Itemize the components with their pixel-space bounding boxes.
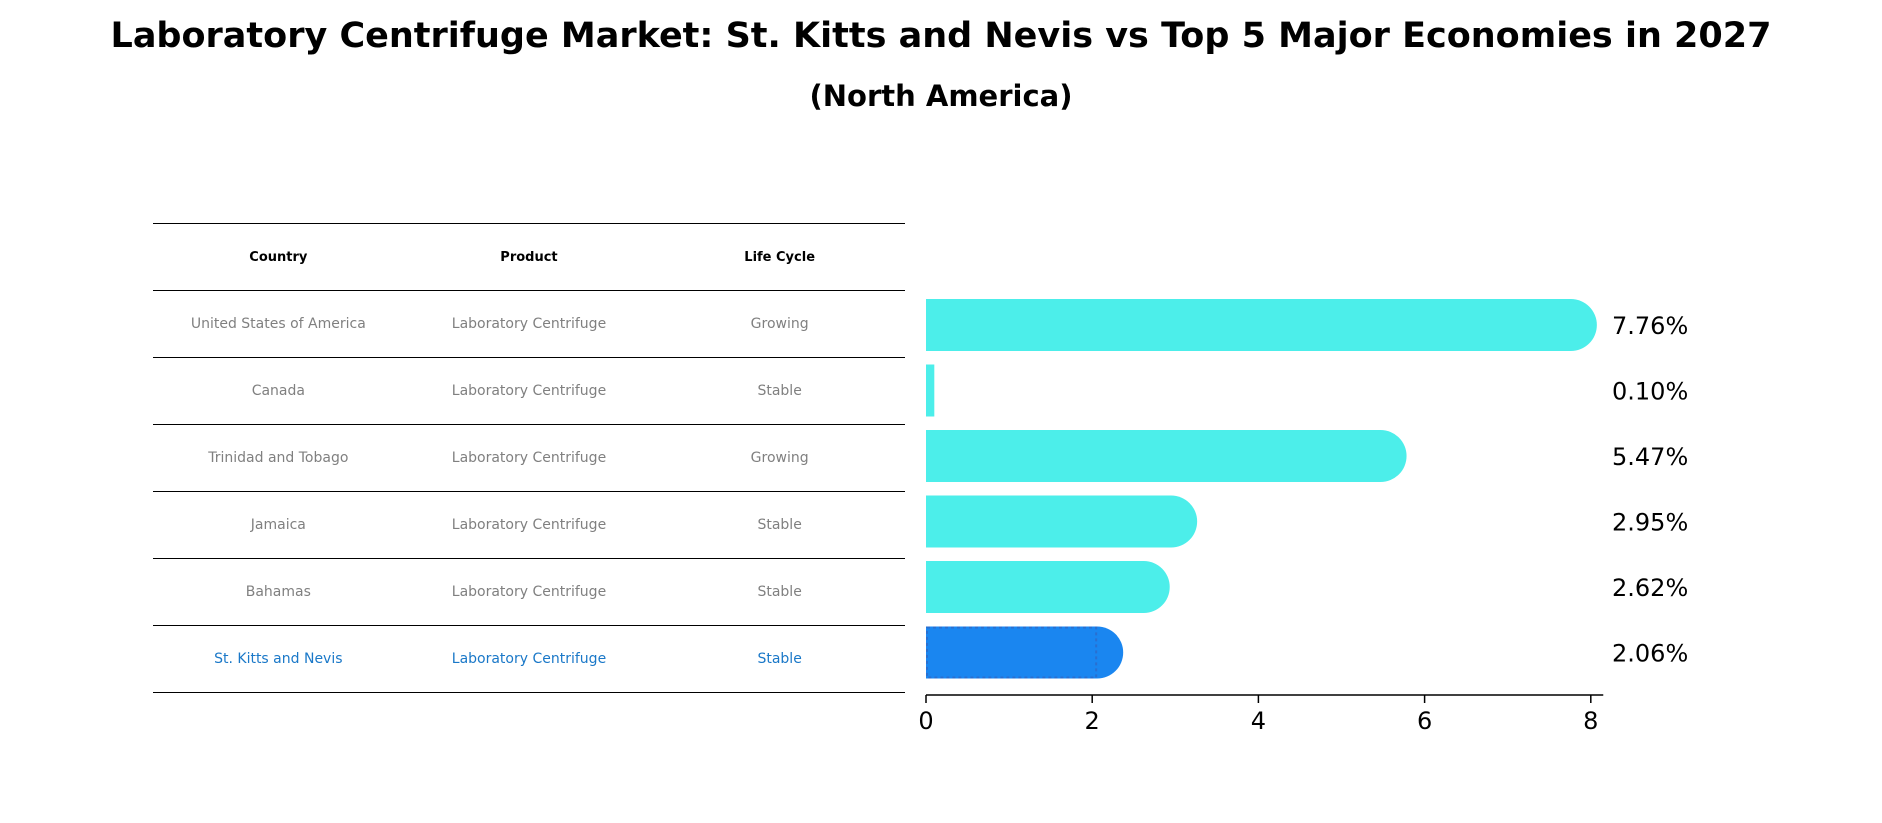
bar-body bbox=[926, 561, 1144, 613]
cell-life-cycle: Stable bbox=[654, 558, 905, 626]
bar-value-label: 2.95% bbox=[1612, 509, 1688, 537]
x-tick-label: 8 bbox=[1583, 707, 1598, 735]
bar bbox=[926, 561, 1170, 613]
bar bbox=[926, 430, 1407, 482]
cell-product: Laboratory Centrifuge bbox=[403, 625, 655, 693]
bar-highlight-outline bbox=[926, 626, 1098, 679]
cell-country: Trinidad and Tobago bbox=[153, 424, 404, 492]
cell-life-cycle: Growing bbox=[654, 290, 905, 358]
cell-product: Laboratory Centrifuge bbox=[403, 558, 655, 626]
bar-rounded-cap bbox=[1145, 495, 1198, 548]
chart-subtitle: (North America) bbox=[809, 79, 1073, 113]
cell-country: Bahamas bbox=[153, 558, 404, 626]
table-row: Canada Laboratory Centrifuge Stable bbox=[153, 357, 905, 425]
country-table: Country Product Life Cycle United States… bbox=[153, 223, 905, 693]
x-tick-label: 6 bbox=[1417, 707, 1432, 735]
header-life-cycle: Life Cycle bbox=[654, 223, 905, 291]
bar-value-label: 0.10% bbox=[1612, 378, 1688, 406]
header-country: Country bbox=[153, 223, 404, 291]
cell-country: Canada bbox=[153, 357, 404, 425]
bar-body bbox=[926, 364, 935, 417]
cell-product: Laboratory Centrifuge bbox=[403, 290, 655, 358]
bar-rounded-cap bbox=[1354, 430, 1407, 482]
bar-value-label: 5.47% bbox=[1612, 443, 1688, 471]
bar-body bbox=[926, 495, 1172, 548]
cell-life-cycle: Growing bbox=[654, 424, 905, 492]
bar-value-label: 2.06% bbox=[1612, 640, 1688, 668]
cell-country: Jamaica bbox=[153, 491, 404, 559]
bar bbox=[926, 299, 1597, 351]
cell-product: Laboratory Centrifuge bbox=[403, 357, 655, 425]
cell-life-cycle: Stable bbox=[654, 491, 905, 559]
bar-body bbox=[926, 430, 1381, 482]
cell-product: Laboratory Centrifuge bbox=[403, 424, 655, 492]
bar-rounded-cap bbox=[1544, 299, 1597, 351]
x-tick-label: 2 bbox=[1085, 707, 1100, 735]
cell-country: United States of America bbox=[153, 290, 404, 358]
cell-product: Laboratory Centrifuge bbox=[403, 491, 655, 559]
cell-life-cycle: Stable bbox=[654, 357, 905, 425]
bar-rounded-cap bbox=[1117, 561, 1170, 613]
cell-country: St. Kitts and Nevis bbox=[153, 625, 404, 693]
table-row: Jamaica Laboratory Centrifuge Stable bbox=[153, 491, 905, 559]
chart-title: Laboratory Centrifuge Market: St. Kitts … bbox=[110, 16, 1772, 56]
table-row: Bahamas Laboratory Centrifuge Stable bbox=[153, 558, 905, 626]
header-product: Product bbox=[403, 223, 655, 291]
table-row-highlighted: St. Kitts and Nevis Laboratory Centrifug… bbox=[153, 625, 905, 693]
cell-life-cycle: Stable bbox=[654, 625, 905, 693]
bar-body bbox=[926, 299, 1571, 351]
bar bbox=[926, 495, 1198, 548]
bar-value-label: 2.62% bbox=[1612, 574, 1688, 602]
bar-highlighted bbox=[926, 626, 1124, 679]
table-row: United States of America Laboratory Cent… bbox=[153, 290, 905, 358]
bar-value-label: 7.76% bbox=[1612, 312, 1688, 340]
bar-body bbox=[926, 626, 1098, 679]
x-tick-label: 0 bbox=[918, 707, 933, 735]
country-table-container: Country Product Life Cycle United States… bbox=[153, 223, 905, 693]
bar bbox=[926, 364, 935, 417]
table-header-row: Country Product Life Cycle bbox=[153, 223, 905, 291]
x-tick-label: 4 bbox=[1251, 707, 1266, 735]
table-row: Trinidad and Tobago Laboratory Centrifug… bbox=[153, 424, 905, 492]
